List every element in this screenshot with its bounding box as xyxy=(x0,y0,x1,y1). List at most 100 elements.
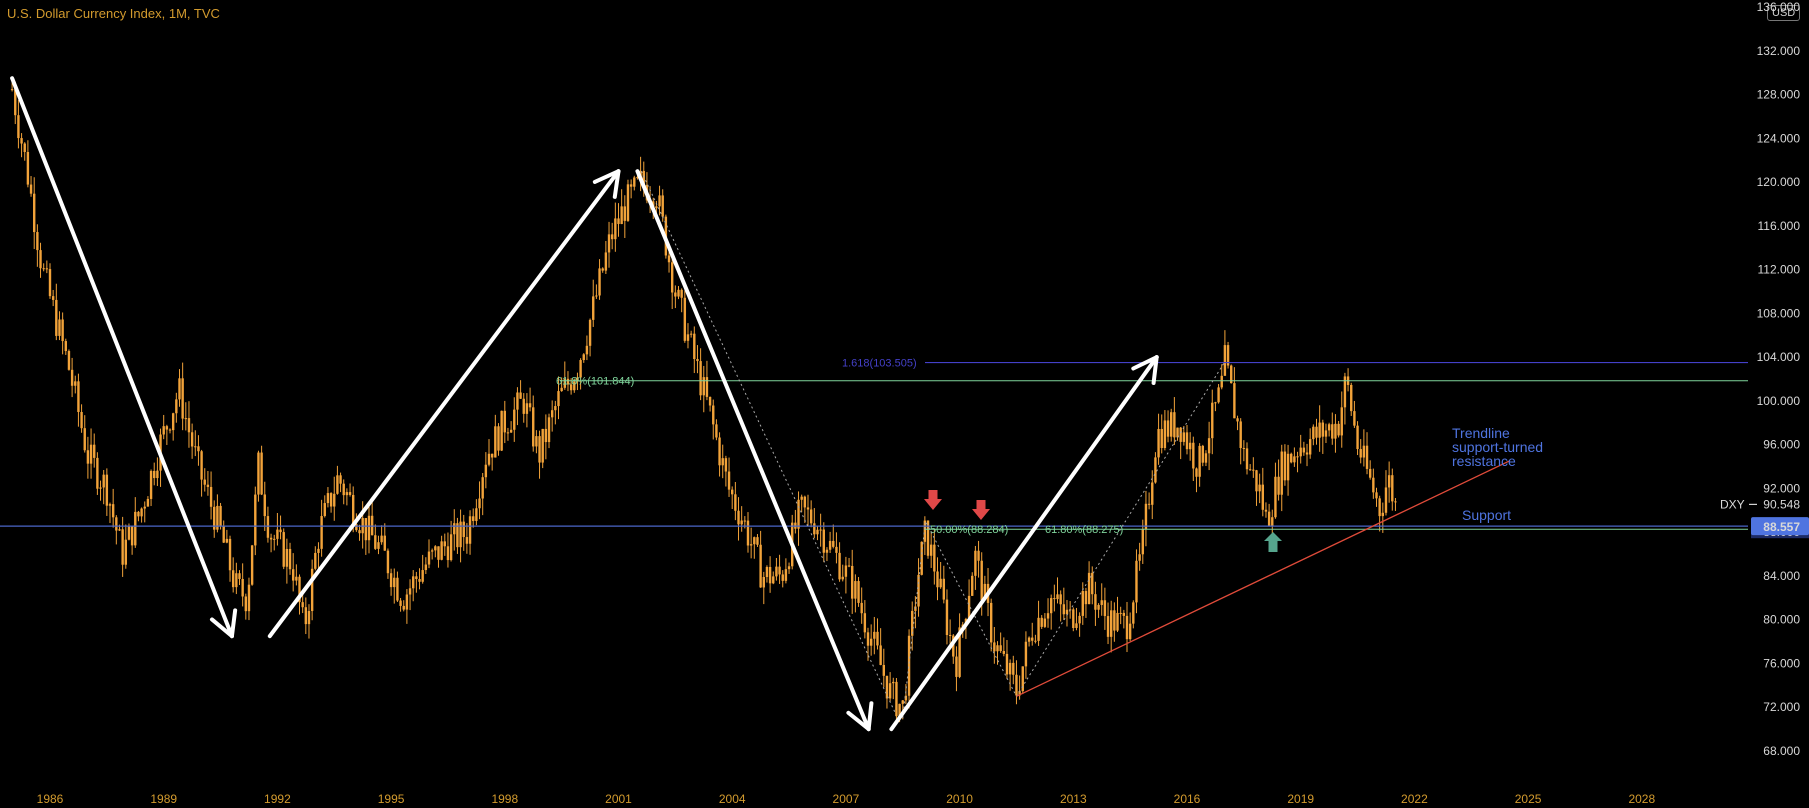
candle-body xyxy=(1255,470,1258,492)
candle-body xyxy=(573,381,576,391)
candle-body xyxy=(216,505,219,530)
candle-body xyxy=(228,538,232,571)
y-tick-label: 120.000 xyxy=(1757,175,1801,189)
candle-body xyxy=(374,535,377,549)
candle-body xyxy=(847,565,851,567)
candle-body xyxy=(389,573,393,588)
candle-body xyxy=(1122,612,1126,616)
candle-body xyxy=(1141,529,1144,555)
candle-body xyxy=(506,432,510,434)
candle-body xyxy=(42,268,45,270)
candle-body xyxy=(178,378,181,400)
x-tick-label: 1995 xyxy=(378,792,405,806)
candle-body xyxy=(93,444,96,458)
candle-body xyxy=(1163,420,1167,449)
candle-body xyxy=(857,581,860,603)
candle-body xyxy=(67,351,71,370)
candle-body xyxy=(396,577,399,601)
candle-body xyxy=(933,544,936,572)
candle-body xyxy=(1116,612,1119,631)
candle-body xyxy=(254,494,257,546)
candle-body xyxy=(45,268,49,270)
candle-body xyxy=(588,319,592,346)
candle-body xyxy=(816,529,819,535)
x-tick-label: 2001 xyxy=(605,792,632,806)
candle-body xyxy=(579,360,582,378)
candle-body xyxy=(879,645,882,665)
y-tick-partial: 136.000 xyxy=(1757,0,1801,14)
candle-body xyxy=(787,566,791,570)
candle-body xyxy=(1053,598,1056,600)
currency-badge[interactable]: USD xyxy=(1767,5,1801,21)
candle-body xyxy=(456,523,459,548)
candle-body xyxy=(724,458,728,472)
candle-body xyxy=(1075,623,1078,628)
candle-body xyxy=(1128,623,1132,640)
candle-body xyxy=(1248,469,1252,471)
candle-body xyxy=(538,436,541,463)
candle-body xyxy=(772,576,775,584)
candle-body xyxy=(1091,572,1094,595)
candle-body xyxy=(1283,451,1287,481)
candle-body xyxy=(121,529,124,565)
candle-body xyxy=(222,526,225,543)
candle-body xyxy=(1274,476,1277,518)
x-tick-label: 1989 xyxy=(150,792,177,806)
candle-body xyxy=(813,523,816,535)
candle-body xyxy=(1125,615,1129,640)
y-tick-label: 100.000 xyxy=(1757,394,1801,408)
candle-body xyxy=(1394,501,1397,503)
candle-body xyxy=(1072,609,1075,628)
candle-body xyxy=(1100,600,1103,605)
candle-body xyxy=(1368,468,1372,478)
candle-body xyxy=(569,384,573,391)
candle-body xyxy=(301,602,304,608)
candle-body xyxy=(70,369,74,386)
candle-body xyxy=(367,515,371,541)
candle-body xyxy=(1012,662,1015,675)
candle-body xyxy=(1214,402,1217,404)
candle-body xyxy=(320,516,323,549)
candle-body xyxy=(377,542,380,549)
candle-body xyxy=(102,474,105,488)
candle-body xyxy=(658,195,661,207)
candle-body xyxy=(468,516,472,544)
candle-body xyxy=(415,576,418,580)
candle-body xyxy=(1299,447,1302,457)
candle-body xyxy=(727,471,731,490)
candle-body xyxy=(803,496,807,508)
candle-body xyxy=(26,151,30,185)
candle-body xyxy=(1018,691,1021,696)
candle-body xyxy=(1365,445,1369,469)
candle-body xyxy=(765,566,769,578)
candle-body xyxy=(203,479,206,485)
candle-body xyxy=(64,341,67,352)
candle-body xyxy=(143,506,146,509)
candle-body xyxy=(667,255,671,263)
candle-body xyxy=(806,507,810,510)
candle-body xyxy=(434,546,437,551)
candle-body xyxy=(563,378,567,388)
candle-body xyxy=(111,504,115,518)
candle-body xyxy=(459,521,462,548)
candle-body xyxy=(1290,453,1293,463)
candle-body xyxy=(1185,432,1189,450)
candle-body xyxy=(96,457,99,489)
candle-body xyxy=(1286,453,1290,481)
candle-body xyxy=(1356,425,1359,450)
candle-body xyxy=(525,403,529,414)
support-price-tag xyxy=(1751,517,1809,536)
candle-body xyxy=(1384,487,1388,513)
candle-body xyxy=(1239,421,1242,449)
candle-body xyxy=(118,529,121,531)
candle-body xyxy=(1103,600,1107,617)
y-tick-label: 132.000 xyxy=(1757,44,1801,58)
x-tick-label: 2007 xyxy=(833,792,860,806)
candle-body xyxy=(895,681,898,717)
swing-arrow-head xyxy=(592,169,621,184)
candle-body xyxy=(80,412,83,429)
candle-body xyxy=(901,700,904,704)
candle-body xyxy=(607,234,611,253)
